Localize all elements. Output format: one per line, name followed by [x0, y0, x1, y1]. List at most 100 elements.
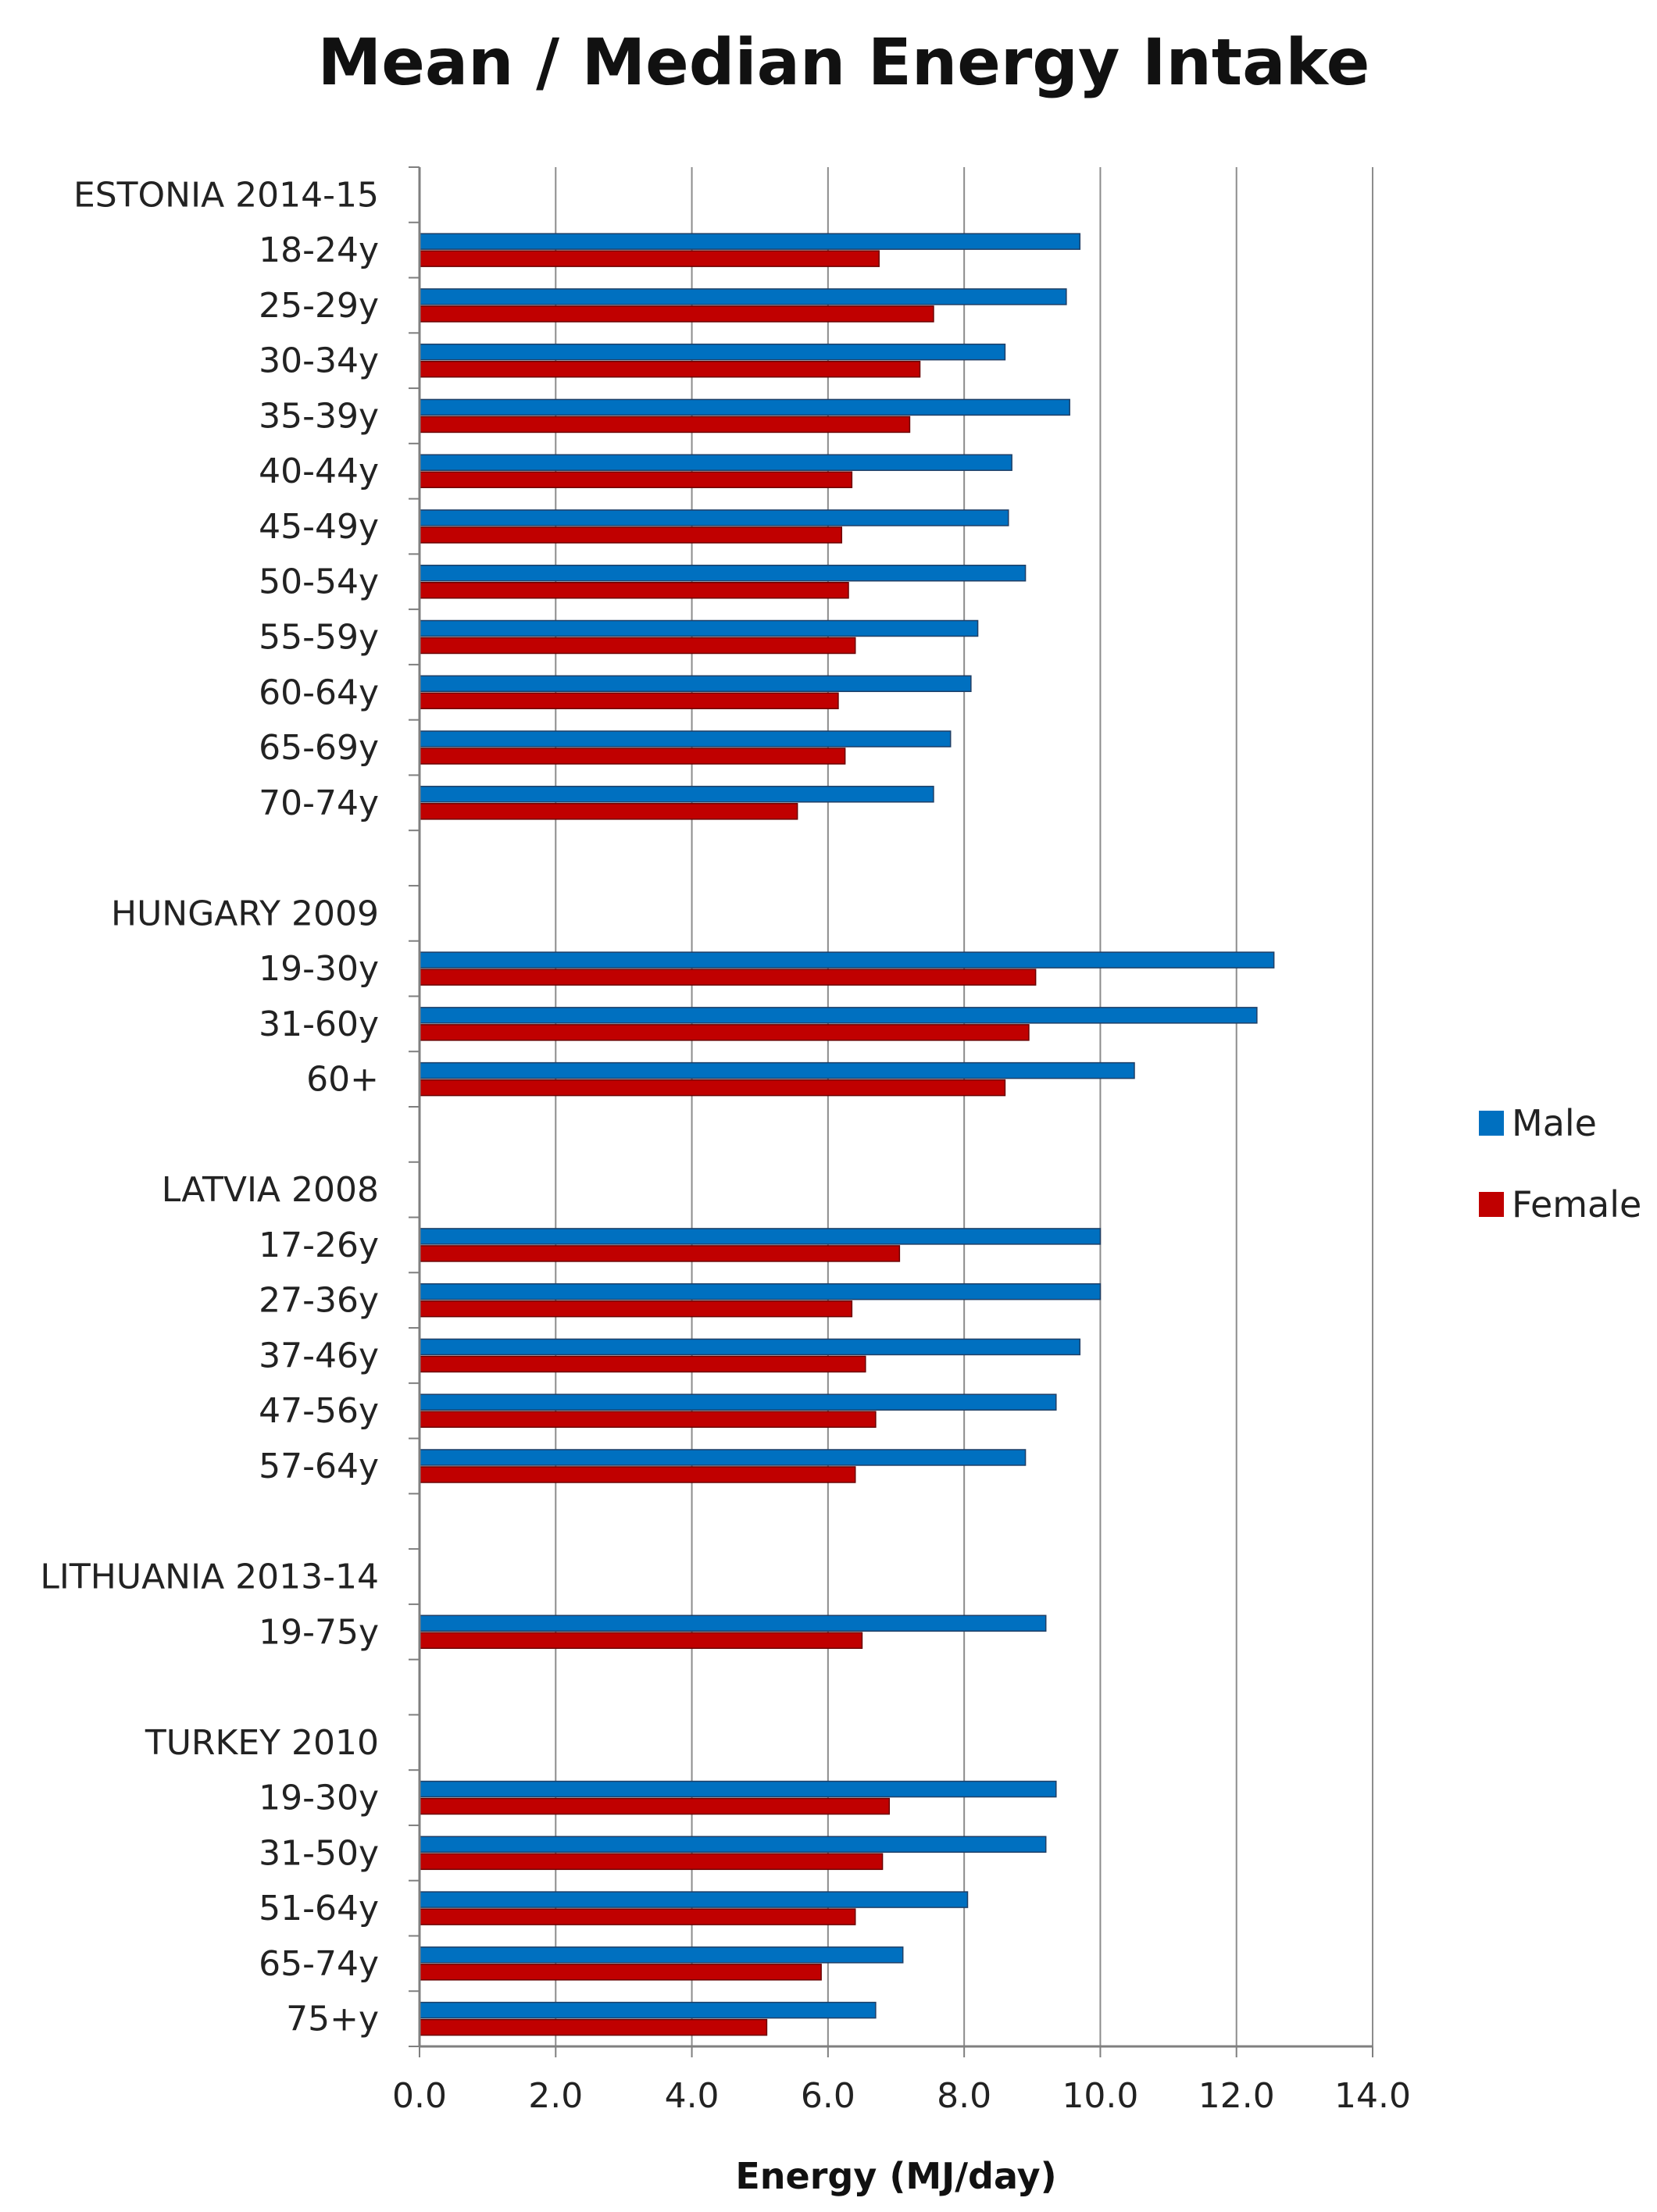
bar-male: [419, 1283, 1102, 1300]
x-tick-label: 4.0: [665, 2076, 720, 2116]
category-label: 45-49y: [259, 507, 379, 547]
bar-male: [419, 1836, 1047, 1853]
bar-female: [419, 803, 798, 820]
bar-female: [419, 416, 911, 433]
x-tick-label: 6.0: [801, 2076, 855, 2116]
category-label: 60-64y: [259, 673, 379, 712]
bar-male: [419, 1449, 1027, 1466]
x-tick-label: 10.0: [1062, 2076, 1138, 2116]
x-tick-label: 8.0: [937, 2076, 991, 2116]
category-label: 19-75y: [259, 1612, 379, 1652]
bar-male: [419, 1393, 1057, 1411]
bar-female: [419, 1964, 822, 1981]
category-label: ESTONIA 2014-15: [73, 175, 379, 215]
bar-male: [419, 343, 1006, 361]
bar-female: [419, 581, 849, 599]
bar-female: [419, 250, 880, 267]
category-label: 27-36y: [259, 1281, 379, 1321]
bar-male: [419, 1780, 1057, 1798]
chart-title: Mean / Median Energy Intake: [318, 26, 1370, 100]
bar-male: [419, 509, 1009, 526]
category-label: LATVIA 2008: [162, 1170, 379, 1210]
x-tick-label: 14.0: [1334, 2076, 1411, 2116]
x-tick-label: 0.0: [392, 2076, 447, 2116]
category-label: 18-24y: [259, 230, 379, 270]
bar-female: [419, 526, 843, 544]
bar-male: [419, 233, 1081, 250]
bar-female: [419, 969, 1037, 986]
bar-male: [419, 619, 979, 637]
bar-female: [419, 1632, 863, 1650]
bar-female: [419, 692, 839, 710]
bar-female: [419, 1355, 866, 1373]
bar-female: [419, 1908, 856, 1925]
category-label: 25-29y: [259, 286, 379, 326]
legend-label-male: Male: [1512, 1102, 1597, 1144]
bar-female: [419, 471, 853, 488]
bar-male: [419, 1614, 1047, 1632]
bar-male: [419, 1891, 969, 1908]
bar-male: [419, 1338, 1081, 1356]
bar-female: [419, 2018, 768, 2036]
legend: Male Female: [1479, 1102, 1641, 1226]
category-label: 19-30y: [259, 949, 379, 989]
x-axis-title: Energy (MJ/day): [735, 2155, 1056, 2197]
bar-female: [419, 1079, 1006, 1097]
bar-male: [419, 398, 1070, 416]
category-label: 30-34y: [259, 341, 379, 381]
bar-female: [419, 747, 846, 765]
bar-female: [419, 1466, 856, 1483]
bar-male: [419, 2001, 877, 2019]
bar-male: [419, 288, 1067, 305]
category-label: 17-26y: [259, 1226, 379, 1265]
category-label: 35-39y: [259, 396, 379, 436]
category-label: 50-54y: [259, 562, 379, 602]
bar-female: [419, 1024, 1030, 1041]
category-label: 57-64y: [259, 1447, 379, 1486]
x-tick-label: 2.0: [528, 2076, 583, 2116]
bar-female: [419, 305, 934, 323]
category-label: HUNGARY 2009: [111, 894, 379, 933]
category-label: 65-69y: [259, 728, 379, 768]
bar-female: [419, 1300, 853, 1318]
bar-female: [419, 1245, 901, 1262]
category-label: TURKEY 2010: [145, 1723, 379, 1763]
x-tick-labels: 0.0 2.0 4.0 6.0 8.0 10.0 12.0 14.0: [392, 2076, 1411, 2116]
bar-male: [419, 1007, 1258, 1024]
bar-male: [419, 951, 1275, 969]
bars: [419, 233, 1275, 2036]
bar-male: [419, 1061, 1135, 1079]
category-label: 60+: [306, 1060, 379, 1100]
category-label: 40-44y: [259, 451, 379, 491]
legend-swatch-male: [1479, 1111, 1504, 1136]
bar-female: [419, 1853, 884, 1871]
category-label: 37-46y: [259, 1336, 379, 1375]
x-tick-label: 12.0: [1198, 2076, 1275, 2116]
category-label: 19-30y: [259, 1779, 379, 1818]
bar-female: [419, 1797, 891, 1815]
bar-female: [419, 1411, 877, 1428]
category-label: 70-74y: [259, 783, 379, 823]
bar-male: [419, 1228, 1102, 1245]
bar-male: [419, 786, 934, 803]
bar-male: [419, 675, 972, 693]
category-label: 65-74y: [259, 1944, 379, 1984]
category-label: 31-60y: [259, 1004, 379, 1044]
bar-male: [419, 564, 1027, 582]
gridlines: [555, 167, 1373, 2046]
category-label: 55-59y: [259, 618, 379, 658]
category-labels: ESTONIA 2014-15 18-24y 25-29y 30-34y 35-39y 4…: [40, 175, 379, 2039]
bar-male: [419, 454, 1012, 471]
category-label: 51-64y: [259, 1889, 379, 1928]
bar-female: [419, 637, 856, 655]
axes: [409, 166, 1373, 2057]
category-label: 31-50y: [259, 1833, 379, 1873]
category-label: 47-56y: [259, 1391, 379, 1431]
bar-male: [419, 730, 952, 747]
bar-male: [419, 1946, 904, 1964]
legend-label-female: Female: [1512, 1183, 1641, 1226]
legend-swatch-female: [1479, 1192, 1504, 1217]
bar-female: [419, 360, 921, 378]
category-label: LITHUANIA 2013-14: [40, 1557, 379, 1597]
